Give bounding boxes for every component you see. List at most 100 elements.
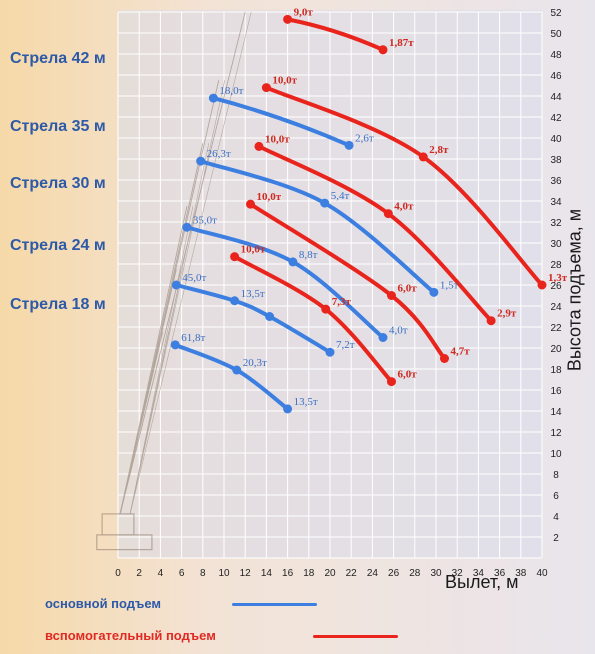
data-label-main: 2,6т	[355, 132, 374, 144]
crane-boom-line	[119, 11, 246, 515]
y-tick-label: 26	[550, 281, 562, 292]
legend-main-line	[232, 603, 317, 606]
data-label-main: 18,0т	[219, 85, 243, 97]
crane-boom-line	[129, 11, 252, 514]
y-tick-label: 24	[550, 302, 562, 313]
y-tick-label: 36	[550, 176, 562, 187]
x-tick-label: 4	[158, 568, 164, 579]
crane-boom-line	[119, 80, 220, 514]
data-label-main: 13,5т	[241, 288, 265, 300]
x-tick-label: 28	[409, 568, 421, 579]
x-tick-label: 10	[218, 568, 230, 579]
y-tick-label: 32	[550, 218, 562, 229]
y-tick-label: 42	[550, 113, 562, 124]
boom-label-24: Стрела 24 м	[10, 237, 106, 254]
data-point-aux	[486, 316, 496, 326]
x-tick-label: 0	[115, 568, 121, 579]
y-tick-label: 20	[550, 344, 562, 355]
data-label-aux: 9,0т	[294, 6, 314, 18]
x-tick-label: 40	[536, 568, 548, 579]
data-label-main: 4,0т	[389, 325, 408, 337]
data-label-main: 35,0т	[193, 214, 217, 226]
data-point-main	[182, 222, 192, 232]
data-label-aux: 10,0т	[265, 133, 290, 145]
data-label-aux: 10,0т	[241, 244, 266, 256]
data-point-aux	[321, 304, 331, 314]
data-point-aux	[378, 45, 388, 55]
data-point-main	[378, 333, 388, 342]
y-tick-label: 46	[550, 71, 562, 82]
data-point-aux	[261, 83, 271, 93]
data-point-main	[230, 296, 240, 306]
data-point-aux	[386, 377, 396, 387]
data-label-aux: 10,0т	[257, 191, 282, 203]
data-point-main	[265, 312, 275, 321]
data-point-main	[196, 156, 206, 166]
y-tick-label: 48	[550, 50, 562, 61]
legend-aux-label: вспомогательный подъем	[45, 628, 216, 643]
crane-silhouette	[96, 11, 252, 551]
y-tick-label: 40	[550, 134, 562, 145]
data-label-main: 45,0т	[182, 272, 206, 284]
data-label-aux: 7,3т	[332, 296, 352, 308]
legend-aux-line	[313, 635, 398, 638]
x-tick-label: 6	[179, 568, 185, 579]
data-point-main	[288, 257, 298, 267]
x-tick-label: 34	[473, 568, 485, 579]
data-label-aux: 6,0т	[397, 369, 417, 381]
x-tick-label: 18	[303, 568, 315, 579]
data-point-aux	[386, 291, 396, 300]
y-tick-label: 8	[553, 470, 559, 481]
series-group	[170, 14, 547, 414]
y-tick-label: 52	[550, 8, 562, 19]
y-tick-label: 50	[550, 29, 562, 40]
y-tick-label: 2	[553, 533, 559, 544]
data-label-aux: 2,9т	[497, 308, 517, 320]
data-point-aux	[537, 280, 547, 290]
data-label-main: 1,5т	[440, 279, 459, 291]
data-point-main	[320, 198, 330, 208]
x-tick-label: 32	[452, 568, 464, 579]
y-tick-label: 12	[550, 428, 562, 439]
x-tick-label: 14	[261, 568, 273, 579]
grid	[117, 11, 543, 559]
series-line-main	[211, 96, 352, 148]
y-tick-label: 38	[550, 155, 562, 166]
data-label-main: 13,5т	[294, 396, 318, 408]
data-point-main	[208, 93, 218, 103]
data-point-main	[325, 347, 335, 357]
crane-boom-line	[129, 143, 210, 514]
data-label-main: 61,8т	[181, 332, 205, 344]
y-tick-label: 28	[550, 260, 562, 271]
boom-label-35: Стрела 35 м	[10, 118, 106, 135]
data-point-aux	[230, 252, 240, 262]
data-point-main	[344, 140, 354, 150]
x-tick-label: 26	[388, 568, 400, 579]
data-point-aux	[418, 152, 428, 162]
x-tick-label: 36	[494, 568, 506, 579]
data-label-aux: 1,87т	[389, 37, 414, 49]
data-point-main	[283, 404, 293, 414]
data-point-aux	[246, 199, 255, 209]
tick-group: 0 2 4 6 8 10 12 14 16 18 20 22 24 26 28 30 32 34 36 38 40246…	[115, 8, 562, 579]
crane-cabin	[101, 513, 135, 536]
data-label-aux: 2,8т	[429, 144, 449, 156]
crane-boom-line	[129, 206, 194, 514]
boom-label-18: Стрела 18 м	[10, 296, 106, 313]
x-tick-label: 30	[430, 568, 442, 579]
x-tick-label: 16	[282, 568, 294, 579]
y-tick-label: 16	[550, 386, 562, 397]
x-tick-label: 38	[515, 568, 527, 579]
data-point-main	[170, 340, 180, 350]
data-point-aux	[283, 14, 293, 24]
series-line-aux	[248, 202, 447, 361]
x-tick-label: 12	[240, 568, 252, 579]
label-group: 61,8т 20,3т 13,5т 45,0т 13,5т 7,2т 35,0т 8,8т 4,…	[181, 6, 568, 408]
boom-label-42: Стрела 42 м	[10, 50, 106, 67]
y-tick-label: 14	[550, 407, 562, 418]
legend-main-label: основной подъем	[45, 596, 162, 611]
y-tick-label: 44	[550, 92, 562, 103]
x-axis-title: Вылет, м	[445, 572, 519, 592]
y-tick-label: 34	[550, 197, 562, 208]
